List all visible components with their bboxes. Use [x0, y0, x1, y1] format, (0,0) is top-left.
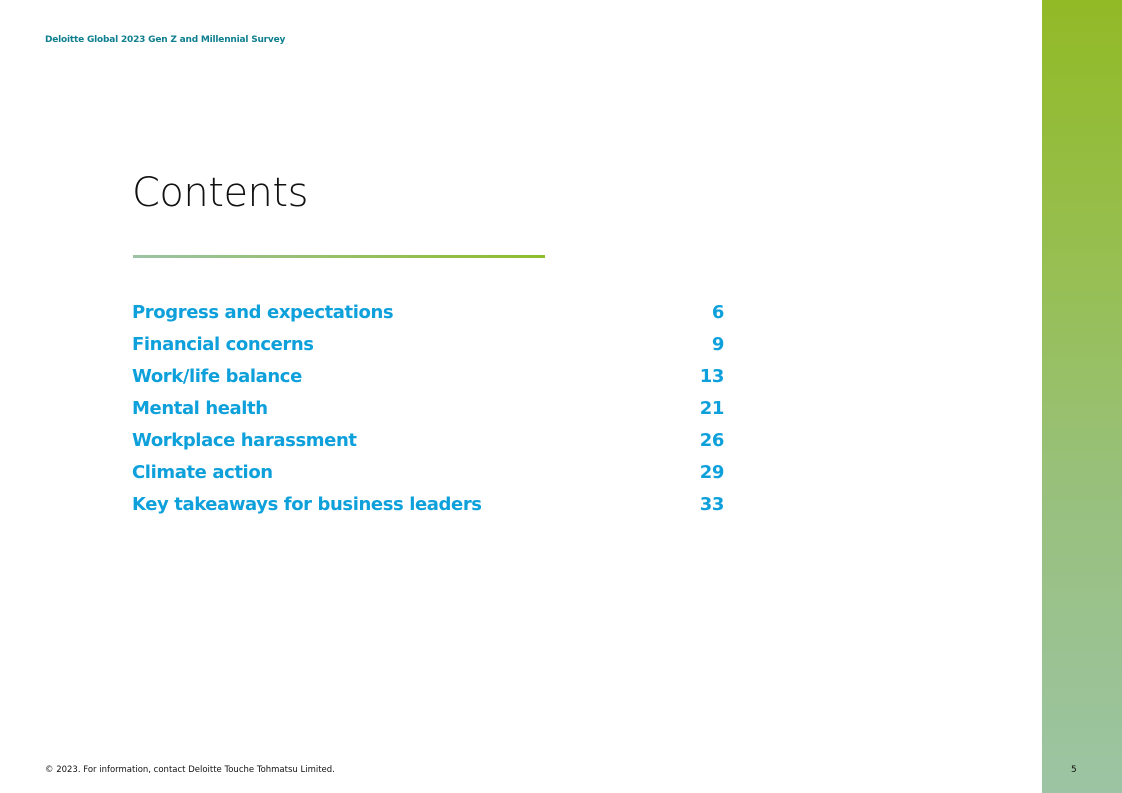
toc-page: 9: [711, 334, 725, 355]
toc-label: Financial concerns: [132, 334, 314, 355]
table-of-contents: Progress and expectations 6 Financial con…: [132, 300, 724, 524]
toc-label: Work/life balance: [132, 366, 302, 387]
toc-label: Mental health: [132, 398, 268, 419]
toc-item-financial[interactable]: Financial concerns 9: [132, 332, 724, 364]
page-number: 5: [1071, 765, 1077, 775]
toc-page: 26: [699, 430, 725, 451]
copyright-footer: © 2023. For information, contact Deloitt…: [45, 765, 335, 775]
decorative-gradient-sidebar: [1042, 0, 1122, 793]
toc-item-climate[interactable]: Climate action 29: [132, 460, 724, 492]
toc-label: Workplace harassment: [132, 430, 357, 451]
toc-page: 13: [699, 366, 725, 387]
toc-item-progress[interactable]: Progress and expectations 6: [132, 300, 724, 332]
toc-page: 21: [699, 398, 725, 419]
toc-item-mental-health[interactable]: Mental health 21: [132, 396, 724, 428]
toc-page: 33: [699, 494, 725, 515]
toc-page: 29: [699, 462, 725, 483]
toc-item-key-takeaways[interactable]: Key takeaways for business leaders 33: [132, 492, 724, 524]
toc-label: Key takeaways for business leaders: [132, 494, 482, 515]
toc-label: Progress and expectations: [132, 302, 394, 323]
page-title: Contents: [132, 170, 308, 216]
toc-page: 6: [711, 302, 725, 323]
toc-label: Climate action: [132, 462, 273, 483]
toc-item-work-life[interactable]: Work/life balance 13: [132, 364, 724, 396]
toc-item-harassment[interactable]: Workplace harassment 26: [132, 428, 724, 460]
document-header: Deloitte Global 2023 Gen Z and Millennia…: [45, 35, 286, 45]
title-divider: [133, 255, 545, 258]
